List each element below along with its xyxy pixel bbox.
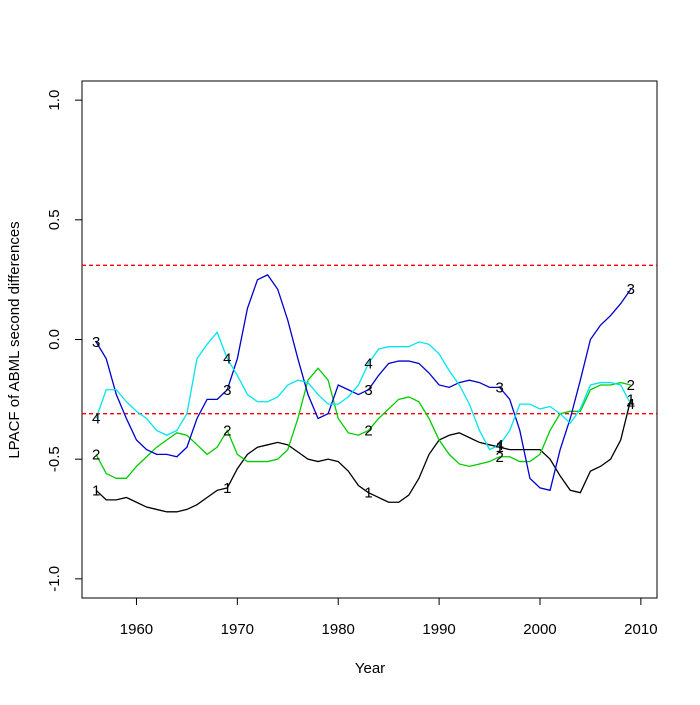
x-tick-label: 1970 — [221, 621, 254, 638]
series-label: 4 — [627, 396, 635, 413]
series-label: 2 — [627, 377, 635, 394]
series-label: 4 — [495, 437, 503, 454]
series-label: 2 — [495, 449, 503, 466]
y-tick-label: 0.0 — [46, 329, 63, 350]
series-label: 4 — [92, 410, 100, 427]
series-label: 2 — [92, 446, 100, 463]
series-label: 1 — [92, 482, 100, 499]
series-label: 1 — [495, 439, 503, 456]
series-label: 1 — [364, 485, 372, 502]
plot-box — [81, 80, 658, 599]
series-label: 4 — [223, 351, 231, 368]
series-line — [95, 331, 632, 451]
y-tick-label: 1.0 — [46, 90, 63, 111]
series-line — [95, 367, 631, 479]
series-label: 3 — [223, 382, 231, 399]
x-tick-label: 2000 — [523, 621, 556, 638]
series-label: 1 — [223, 480, 231, 497]
series-label: 3 — [92, 334, 100, 351]
series-label: 1 — [627, 391, 635, 408]
series-line — [95, 274, 632, 492]
x-tick-label: 1990 — [422, 621, 455, 638]
x-tick-label: 1980 — [322, 621, 355, 638]
series-label: 4 — [364, 355, 372, 372]
x-tick-label: 2010 — [624, 621, 657, 638]
series-label: 3 — [627, 281, 635, 298]
y-tick-label: -1.0 — [46, 566, 63, 592]
x-tick-label: 1960 — [120, 621, 153, 638]
x-axis-label: Year — [355, 660, 385, 677]
y-tick-label: -0.5 — [46, 446, 63, 472]
series-label: 2 — [364, 422, 372, 439]
series-label: 2 — [223, 422, 231, 439]
series-label: 3 — [495, 379, 503, 396]
y-tick-label: 0.5 — [46, 209, 63, 230]
y-axis-label: LPACF of ABML second differences — [6, 221, 23, 458]
series-label: 3 — [364, 382, 372, 399]
